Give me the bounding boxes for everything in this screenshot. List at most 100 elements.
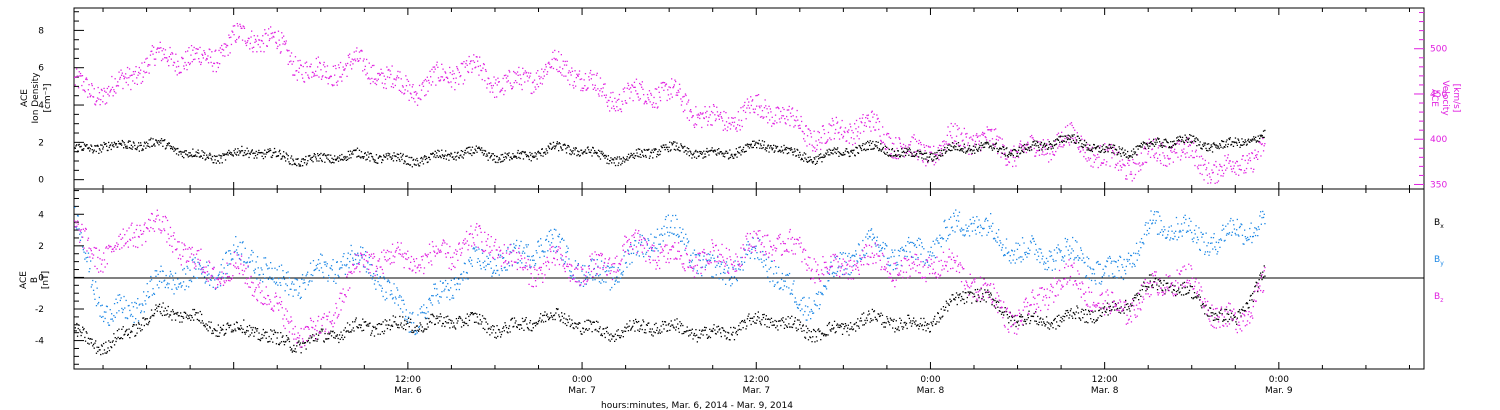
density-point — [1119, 148, 1121, 150]
velocity-point — [837, 132, 839, 134]
bx-point — [720, 335, 722, 338]
velocity-point — [1162, 164, 1165, 166]
bottom-tick-label: 4 — [38, 210, 44, 220]
density-point — [614, 157, 616, 159]
bx-point — [675, 326, 677, 328]
velocity-point — [989, 129, 992, 131]
bx-point — [752, 320, 754, 323]
density-point — [806, 160, 808, 163]
bx-point — [733, 326, 735, 329]
bx-point — [104, 352, 106, 354]
bx-point — [749, 317, 751, 319]
density-point — [581, 152, 583, 154]
velocity-point — [722, 120, 724, 122]
velocity-point — [560, 72, 562, 74]
density-point — [209, 154, 212, 156]
bx-point — [616, 330, 618, 332]
bx-point — [567, 321, 569, 324]
density-point — [575, 147, 577, 149]
velocity-point — [290, 60, 292, 62]
density-point — [235, 153, 237, 155]
bx-point — [845, 324, 847, 327]
velocity-point — [545, 66, 547, 68]
velocity-point — [1046, 152, 1048, 154]
bx-point — [553, 314, 556, 316]
bx-point — [113, 333, 115, 335]
velocity-point — [1202, 164, 1205, 166]
density-point — [425, 156, 427, 158]
bx-point — [335, 335, 337, 337]
bx-point — [272, 341, 274, 343]
density-point — [309, 154, 311, 157]
bx-point — [688, 335, 690, 337]
density-point — [663, 144, 665, 146]
bx-point — [317, 338, 319, 340]
bx-point — [397, 326, 399, 329]
density-point — [1211, 145, 1213, 148]
bx-point — [643, 331, 646, 334]
velocity-point — [280, 51, 282, 53]
density-point — [1232, 141, 1234, 143]
density-point — [207, 157, 210, 159]
velocity-point — [1103, 159, 1105, 161]
density-point — [161, 140, 163, 142]
bx-point — [745, 328, 747, 330]
density-point — [706, 147, 708, 150]
density-point — [173, 150, 175, 152]
bx-point — [323, 341, 325, 343]
density-point — [379, 155, 381, 158]
velocity-point — [833, 138, 835, 140]
density-point — [727, 152, 729, 154]
bx-point — [103, 342, 105, 345]
bx-point — [811, 341, 813, 343]
velocity-point — [695, 124, 698, 126]
bx-point — [468, 315, 470, 318]
density-point — [262, 157, 265, 160]
velocity-point — [717, 114, 719, 117]
bx-point — [667, 324, 669, 326]
bx-point — [151, 314, 153, 317]
velocity-point — [912, 137, 914, 139]
velocity-point — [1153, 156, 1156, 159]
density-point — [1109, 144, 1111, 146]
velocity-point — [852, 144, 854, 146]
density-point — [249, 152, 251, 155]
density-point — [605, 154, 607, 157]
velocity-point — [1087, 157, 1090, 159]
density-point — [997, 150, 999, 153]
density-point — [935, 158, 937, 160]
density-point — [616, 158, 618, 160]
density-point — [471, 154, 473, 157]
velocity-point — [929, 151, 931, 154]
bx-point — [279, 342, 281, 344]
velocity-point — [308, 77, 310, 80]
bx-point — [672, 324, 674, 326]
velocity-point — [317, 66, 319, 68]
density-point — [1179, 136, 1182, 138]
velocity-point — [1219, 163, 1221, 166]
velocity-point — [1145, 161, 1148, 164]
bx-point — [176, 313, 178, 315]
density-point — [1121, 149, 1123, 151]
density-point — [184, 150, 186, 152]
density-point — [1064, 135, 1067, 137]
bx-point — [855, 330, 857, 332]
velocity-point — [1157, 157, 1159, 159]
velocity-point — [793, 126, 795, 128]
density-point — [203, 154, 205, 156]
density-point — [225, 153, 227, 156]
velocity-point — [422, 81, 424, 84]
density-point — [223, 154, 225, 156]
density-point — [170, 145, 172, 148]
density-point — [1070, 141, 1073, 143]
velocity-point — [569, 71, 572, 74]
density-point — [1023, 151, 1025, 154]
bx-point — [497, 328, 500, 331]
density-point — [316, 160, 318, 162]
density-point — [138, 150, 140, 152]
density-point — [692, 153, 694, 156]
bx-point — [880, 312, 882, 314]
density-point — [696, 151, 698, 153]
velocity-point — [1025, 151, 1028, 154]
density-point — [511, 158, 513, 160]
